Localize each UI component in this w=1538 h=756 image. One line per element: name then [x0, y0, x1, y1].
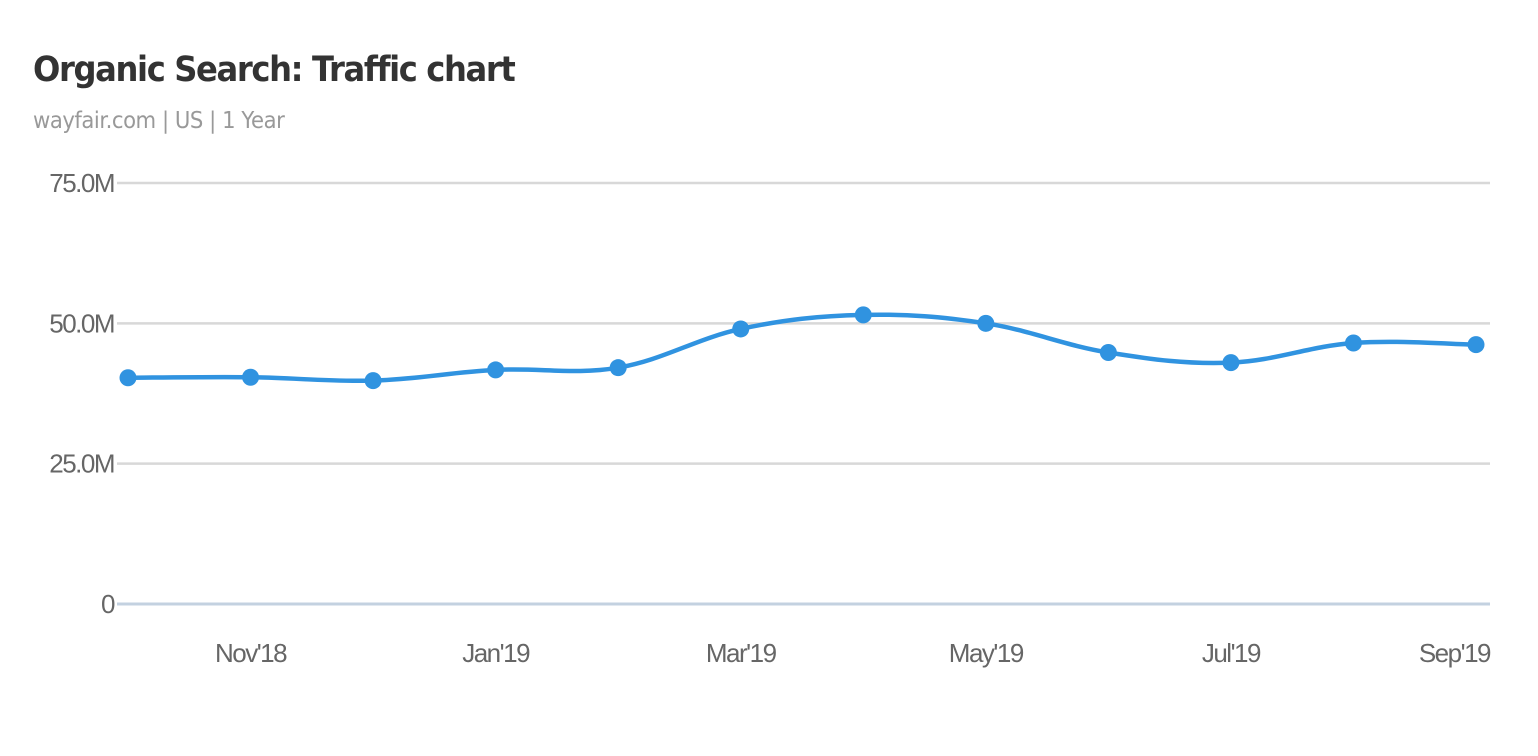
x-axis: Nov'18 Jan'19 Mar'19 May'19 Jul'19 Sep'19	[215, 638, 1493, 668]
data-point-aug-19[interactable]	[1344, 334, 1362, 352]
data-point-sep-19[interactable]	[1467, 336, 1485, 354]
data-point-nov-18[interactable]	[242, 368, 260, 386]
data-point-mar-19[interactable]	[732, 320, 750, 338]
y-tick-label: 50.0M	[49, 308, 114, 338]
chart-subtitle: wayfair.com | US | 1 Year	[33, 108, 285, 134]
y-tick-label: 0	[101, 589, 115, 619]
data-point-jul-19[interactable]	[1222, 354, 1240, 372]
x-tick-label: Jan'19	[462, 638, 530, 668]
x-tick-label: Nov'18	[215, 638, 287, 668]
x-tick-label: May'19	[949, 638, 1024, 668]
data-point-jun-19[interactable]	[1099, 344, 1117, 362]
x-tick-label: Sep'19	[1419, 638, 1491, 668]
chart-title: Organic Search: Traffic chart	[33, 50, 516, 90]
data-point-may-19[interactable]	[977, 314, 995, 332]
data-point-apr-19[interactable]	[854, 306, 872, 324]
series-traffic	[119, 306, 1485, 390]
y-tick-label: 25.0M	[49, 449, 114, 479]
grid-lines	[117, 181, 1490, 606]
data-point-jan-19[interactable]	[487, 361, 505, 379]
data-point-oct-18[interactable]	[119, 369, 137, 387]
data-point-dec-18[interactable]	[364, 372, 382, 390]
x-tick-label: Mar'19	[706, 638, 777, 668]
series-line	[125, 312, 1479, 384]
y-tick-label: 75.0M	[49, 168, 114, 198]
x-tick-label: Jul'19	[1202, 638, 1261, 668]
data-point-feb-19[interactable]	[609, 359, 627, 377]
y-axis: 0 25.0M 50.0M 75.0M	[49, 168, 116, 619]
